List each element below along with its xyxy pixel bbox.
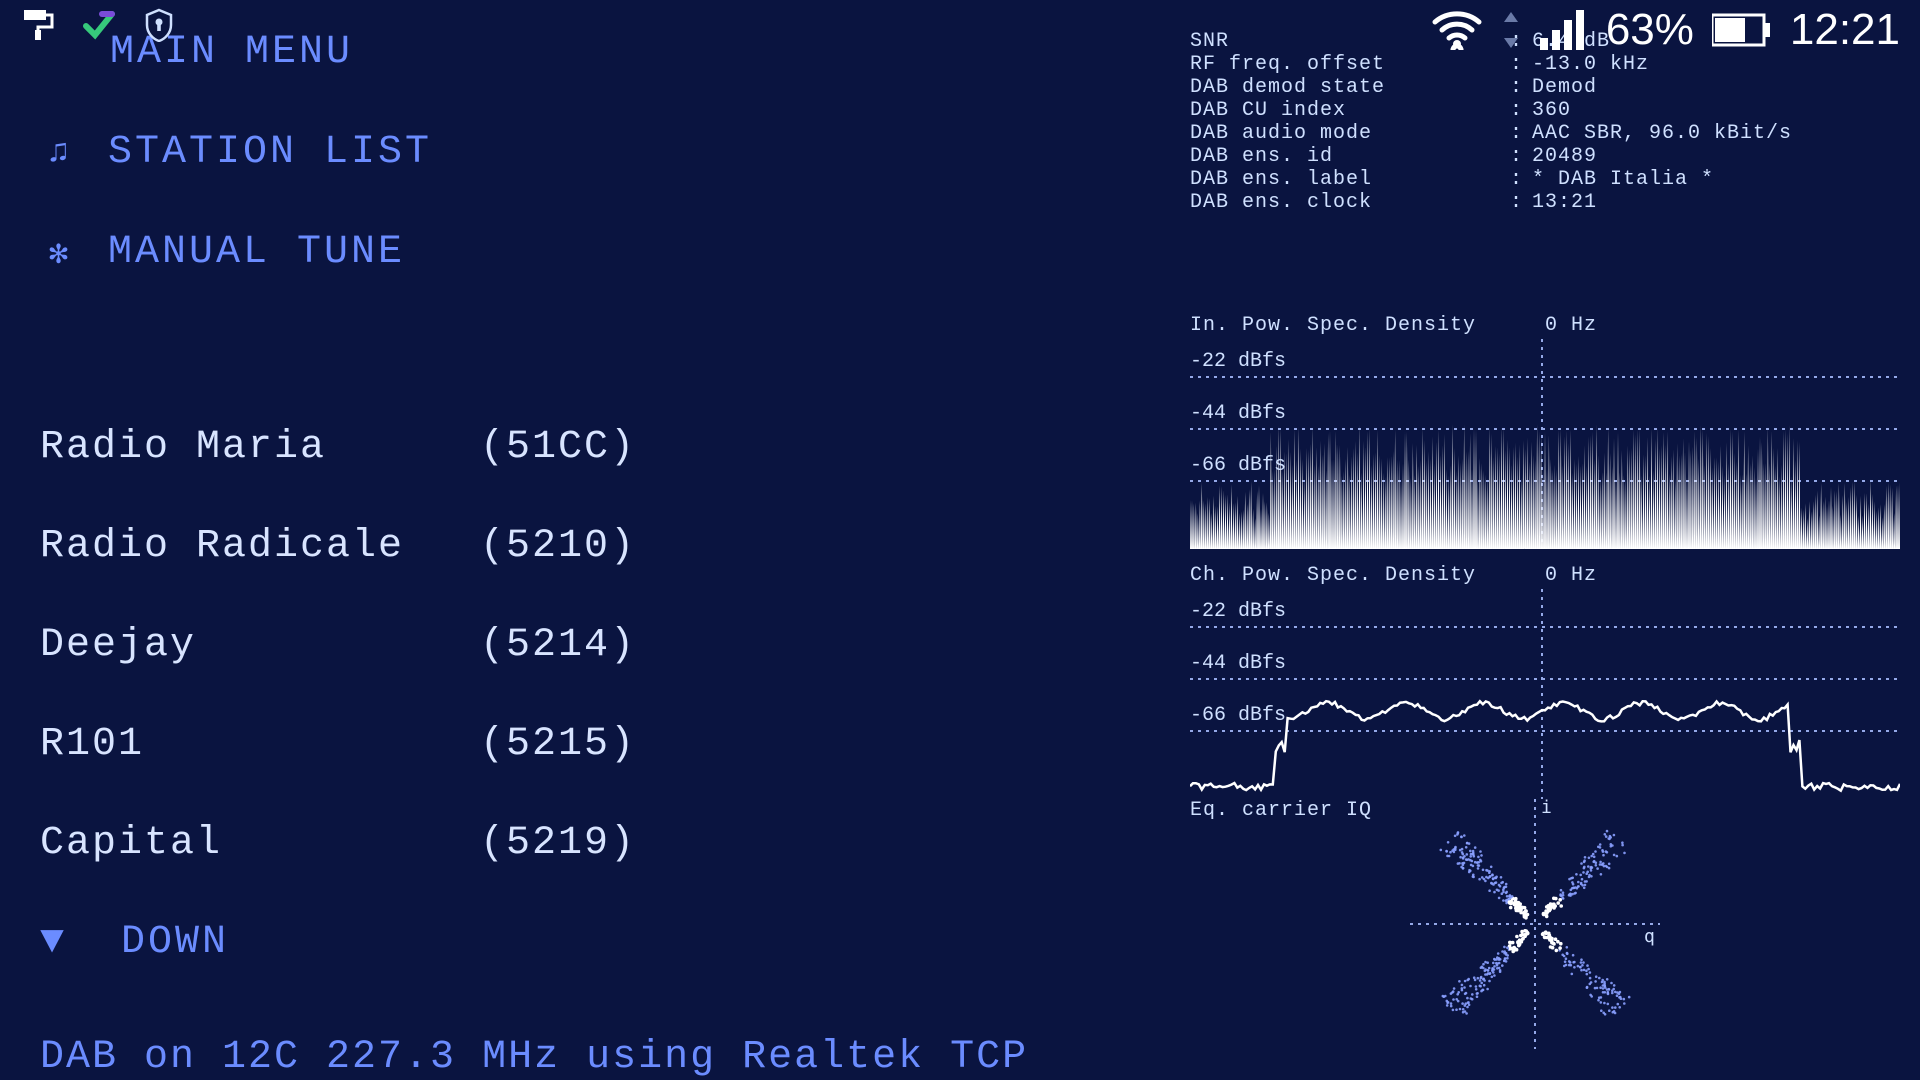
down-label: DOWN	[121, 920, 229, 965]
info-sep: :	[1510, 145, 1532, 168]
info-sep: :	[1510, 168, 1532, 191]
info-key: RF freq. offset	[1190, 53, 1510, 76]
chevron-down-icon: ▼	[40, 920, 67, 965]
station-row[interactable]: Deejay (5214)	[40, 623, 1160, 668]
info-sep: :	[1510, 76, 1532, 99]
battery-percent: 63%	[1606, 5, 1694, 55]
status-clock: 12:21	[1790, 5, 1900, 55]
y-tick-label: -22 dBfs	[1190, 350, 1286, 373]
info-sep: :	[1510, 53, 1532, 76]
chart-marker-label: 0 Hz	[1545, 564, 1597, 587]
gear-icon: ✻	[40, 233, 80, 273]
info-key: DAB CU index	[1190, 99, 1510, 122]
battery-icon	[1712, 13, 1772, 47]
y-tick-label: -66 dBfs	[1190, 454, 1286, 477]
info-value: 360	[1532, 99, 1571, 122]
channel-psd-chart: Ch. Pow. Spec. Density 0 Hz -22 dBfs -44 …	[1190, 564, 1890, 774]
music-note-icon: ♫	[40, 134, 80, 171]
info-value: 20489	[1532, 145, 1597, 168]
shield-icon	[144, 8, 174, 47]
y-tick-label: -22 dBfs	[1190, 600, 1286, 623]
station-name: R101	[40, 722, 480, 767]
station-name: Capital	[40, 821, 480, 866]
chart-plot	[1190, 589, 1900, 799]
info-key: DAB demod state	[1190, 76, 1510, 99]
station-code: (5219)	[480, 821, 636, 866]
info-value: * DAB Italia *	[1532, 168, 1714, 191]
station-name: Deejay	[40, 623, 480, 668]
info-key: DAB ens. clock	[1190, 191, 1510, 214]
station-name: Radio Radicale	[40, 524, 480, 569]
station-row[interactable]: Radio Radicale (5210)	[40, 524, 1160, 569]
station-row[interactable]: Radio Maria (51CC)	[40, 425, 1160, 470]
checkmark-icon	[82, 8, 116, 47]
station-row[interactable]: R101 (5215)	[40, 722, 1160, 767]
signal-icon	[1540, 10, 1588, 50]
station-code: (5215)	[480, 722, 636, 767]
menu-item-label: MANUAL TUNE	[108, 230, 405, 275]
svg-text:q: q	[1644, 926, 1655, 947]
paint-roller-icon	[20, 8, 54, 47]
chart-title: Ch. Pow. Spec. Density	[1190, 564, 1476, 587]
chart-plot: iq	[1410, 799, 1660, 1049]
chart-title: In. Pow. Spec. Density	[1190, 314, 1476, 337]
iq-constellation: Eq. carrier IQ iq	[1190, 799, 1890, 1049]
info-key: DAB ens. label	[1190, 168, 1510, 191]
info-value: 13:21	[1532, 191, 1597, 214]
info-value: AAC SBR, 96.0 kBit/s	[1532, 122, 1792, 145]
menu-item-station-list[interactable]: ♫ STATION LIST	[40, 130, 1160, 175]
y-tick-label: -66 dBfs	[1190, 704, 1286, 727]
chart-marker-label: 0 Hz	[1545, 314, 1597, 337]
app-tray-icons	[20, 8, 174, 47]
info-key: DAB audio mode	[1190, 122, 1510, 145]
status-bar: 63% 12:21	[1432, 5, 1900, 55]
input-psd-chart: In. Pow. Spec. Density 0 Hz -22 dBfs -44 …	[1190, 314, 1890, 524]
y-tick-label: -44 dBfs	[1190, 402, 1286, 425]
station-code: (51CC)	[480, 425, 636, 470]
menu-item-manual-tune[interactable]: ✻ MANUAL TUNE	[40, 230, 1160, 275]
menu-item-label: STATION LIST	[108, 130, 432, 175]
info-sep: :	[1510, 99, 1532, 122]
svg-text:i: i	[1541, 799, 1552, 818]
wifi-icon	[1432, 10, 1482, 50]
chart-plot	[1190, 339, 1900, 549]
station-code: (5214)	[480, 623, 636, 668]
info-sep: :	[1510, 122, 1532, 145]
info-key: DAB ens. id	[1190, 145, 1510, 168]
station-name: Radio Maria	[40, 425, 480, 470]
page-title: MAIN MENU	[110, 30, 1160, 75]
info-value: Demod	[1532, 76, 1597, 99]
station-list: Radio Maria (51CC) Radio Radicale (5210)…	[40, 425, 1160, 866]
station-row[interactable]: Capital (5219)	[40, 821, 1160, 866]
down-button[interactable]: ▼ DOWN	[40, 920, 1160, 965]
signal-info-table: SNR:6.4 dBRF freq. offset:-13.0 kHzDAB d…	[1190, 30, 1890, 214]
info-value: -13.0 kHz	[1532, 53, 1649, 76]
mobile-data-icon	[1500, 10, 1522, 50]
tuner-status: DAB on 12C 227.3 MHz using Realtek TCP	[40, 1035, 1160, 1080]
info-sep: :	[1510, 191, 1532, 214]
station-code: (5210)	[480, 524, 636, 569]
y-tick-label: -44 dBfs	[1190, 652, 1286, 675]
